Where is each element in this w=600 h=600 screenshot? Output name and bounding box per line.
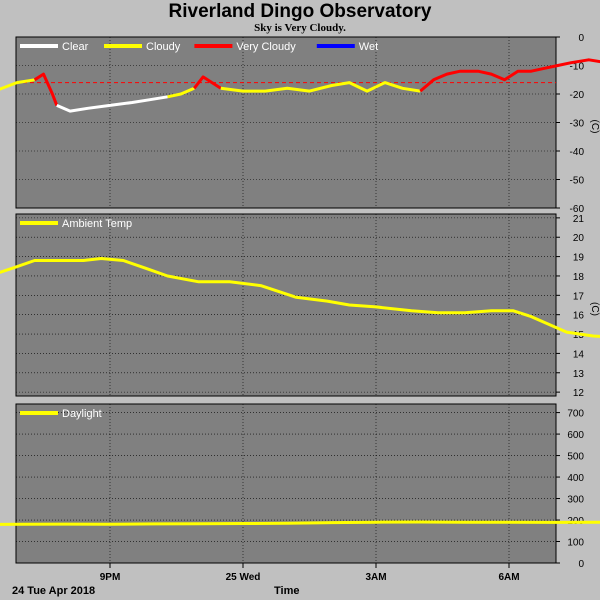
sky-series-clear <box>56 95 168 113</box>
legend-label: Ambient Temp <box>62 218 132 230</box>
y-tick-label: -50 <box>570 176 585 187</box>
ambient-series-line <box>0 257 600 338</box>
y-tick-label: 14 <box>573 349 585 360</box>
sky-status-subtitle: Sky is Very Cloudy. <box>254 22 346 34</box>
daylight-series-line <box>0 520 600 526</box>
y-tick-label: -10 <box>570 62 585 73</box>
y-tick-label: 20 <box>573 233 585 244</box>
legend-label: Wet <box>359 41 378 53</box>
y-tick-label: -20 <box>570 90 585 101</box>
sky-series-very-cloudy <box>419 58 600 93</box>
y-tick-label: 0 <box>578 559 584 570</box>
y-tick-label: 500 <box>567 452 584 463</box>
y-tick-label: 13 <box>573 369 585 380</box>
y-tick-label: 15 <box>573 330 585 341</box>
x-tick-label: 9PM <box>100 572 121 583</box>
y-tick-label: 300 <box>567 495 584 506</box>
y-tick-label: 0 <box>578 33 584 44</box>
y-tick-label: 400 <box>567 473 584 484</box>
page-title: Riverland Dingo Observatory <box>168 1 432 22</box>
legend-label: Daylight <box>62 408 102 420</box>
y-axis-label: (C) <box>589 120 600 134</box>
x-tick-label: 6AM <box>498 572 519 583</box>
y-tick-label: -60 <box>570 204 585 215</box>
sky-series-cloudy <box>220 81 421 93</box>
y-tick-label: 18 <box>573 272 585 283</box>
y-tick-label: 16 <box>573 311 585 322</box>
y-tick-label: 700 <box>567 409 584 420</box>
y-tick-label: 100 <box>567 538 584 549</box>
y-tick-label: -30 <box>570 119 585 130</box>
x-tick-label: 25 Wed <box>226 572 261 583</box>
y-tick-label: 12 <box>573 388 585 399</box>
legend-label: Cloudy <box>146 41 181 53</box>
sky-series-cloudy <box>0 78 35 91</box>
plot-area <box>15 403 557 564</box>
y-tick-label: 600 <box>567 430 584 441</box>
y-tick-label: 17 <box>573 291 585 302</box>
sky-series-very-cloudy <box>193 75 222 90</box>
sky-series-very-cloudy <box>33 72 59 106</box>
legend-label: Very Cloudy <box>236 41 296 53</box>
x-axis-title: Time <box>274 585 300 597</box>
plot-area <box>15 213 557 397</box>
y-tick-label: 19 <box>573 253 585 264</box>
x-tick-label: 3AM <box>365 572 386 583</box>
date-label: 24 Tue Apr 2018 <box>12 585 96 597</box>
y-axis-label: (C) <box>589 302 600 316</box>
legend-label: Clear <box>62 41 89 53</box>
sky-series-cloudy <box>167 86 195 99</box>
y-tick-label: 21 <box>573 214 585 225</box>
y-tick-label: -40 <box>570 147 585 158</box>
